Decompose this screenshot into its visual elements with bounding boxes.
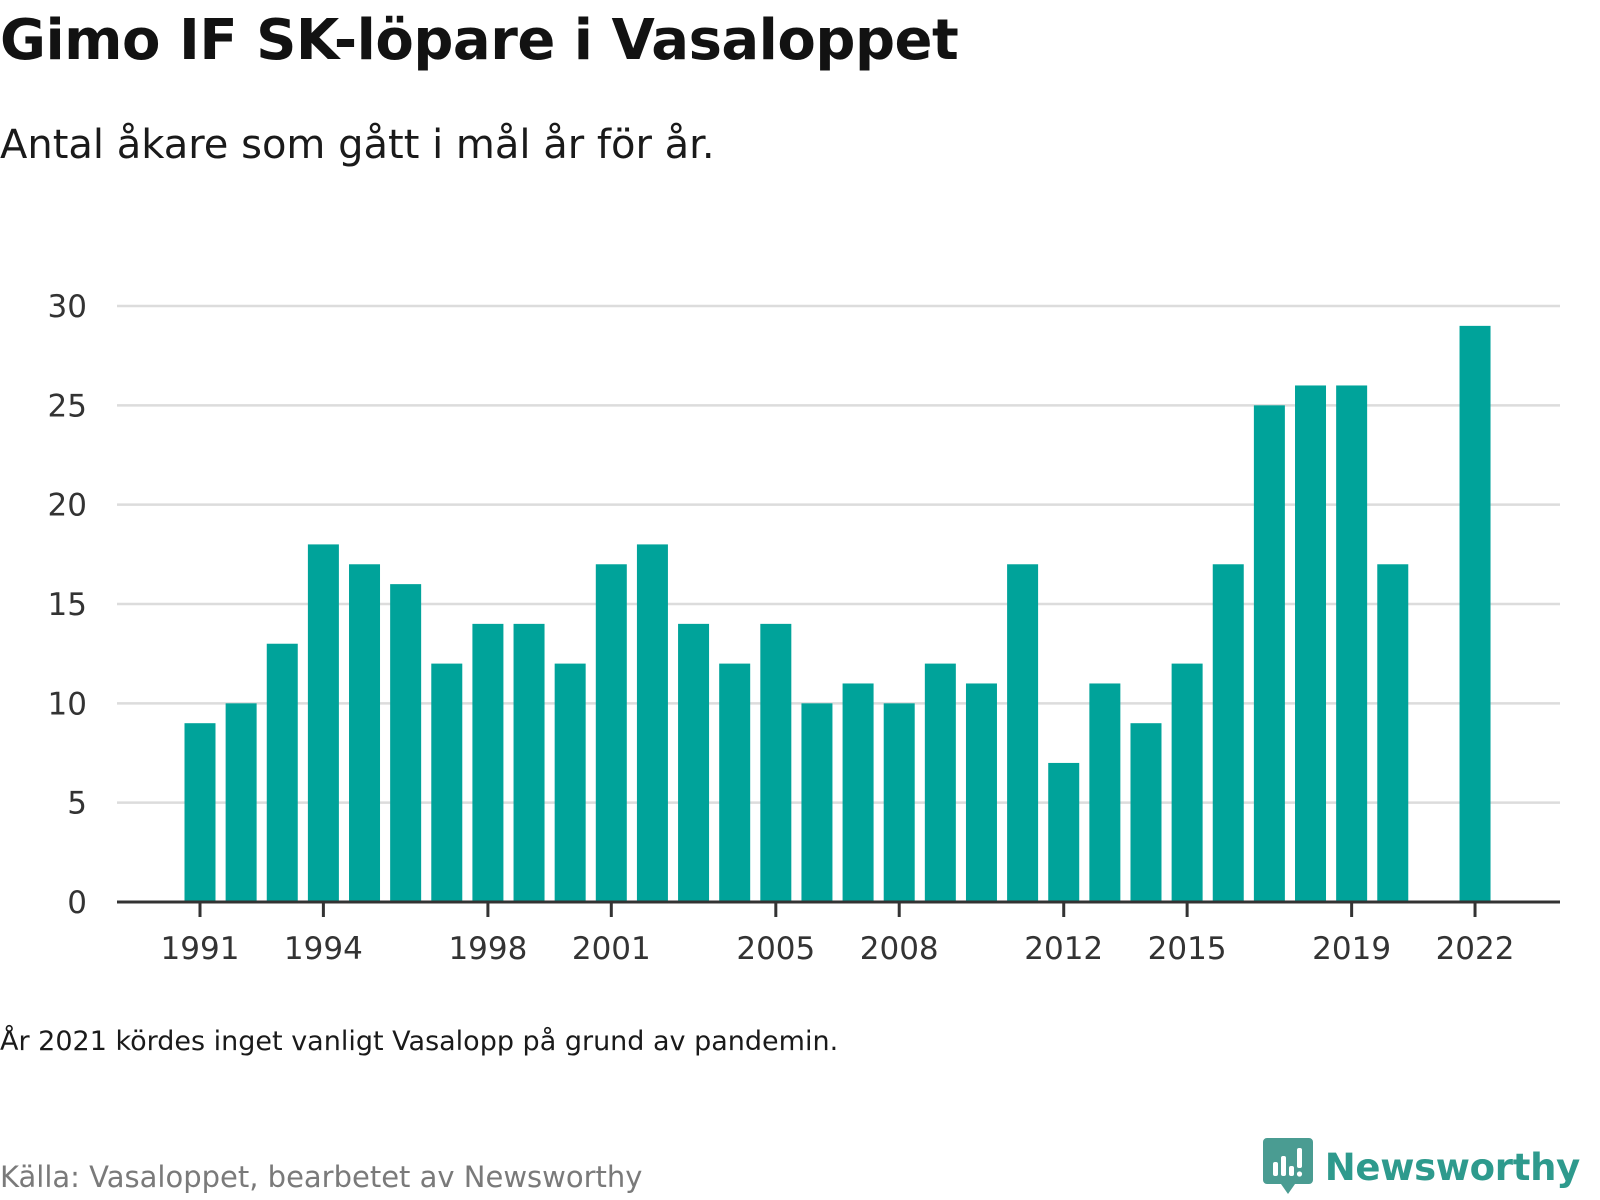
brand-logo: Newsworthy <box>1262 1138 1581 1196</box>
bar-2004 <box>719 663 751 902</box>
bar-2002 <box>636 544 668 902</box>
bar-1996 <box>390 584 422 902</box>
chart-title: Gimo IF SK-löpare i Vasaloppet <box>0 8 959 73</box>
x-tick-label: 2015 <box>1148 931 1227 960</box>
brand-name: Newsworthy <box>1324 1145 1581 1189</box>
x-tick-label: 1998 <box>448 931 527 960</box>
bar-2022 <box>1459 325 1491 902</box>
bar-2007 <box>842 683 874 902</box>
x-tick-label: 2008 <box>860 931 939 960</box>
footnote: År 2021 kördes inget vanligt Vasalopp på… <box>0 1026 839 1057</box>
x-tick-label: 2001 <box>572 931 651 960</box>
bar-chart: 0 5 10 15 20 25 30 1991 1994 1998 2001 2005 2008 201… <box>48 289 1560 960</box>
bar-2019 <box>1336 385 1368 902</box>
bar-1999 <box>513 623 545 902</box>
bar-2012 <box>1048 762 1080 902</box>
y-axis-ticks: 0 5 10 15 20 25 30 <box>48 289 87 921</box>
bar-1992 <box>225 703 257 902</box>
y-tick-label: 20 <box>48 488 87 524</box>
y-tick-label: 10 <box>48 686 87 722</box>
x-tick-label: 2019 <box>1312 931 1391 960</box>
bar-2000 <box>554 663 586 902</box>
bar-chart-speech-bubble-icon <box>1262 1138 1313 1194</box>
bar-2015 <box>1171 663 1203 902</box>
bar-2010 <box>965 683 997 902</box>
source-note: Källa: Vasaloppet, bearbetet av Newswort… <box>0 1160 643 1194</box>
bar-2011 <box>1007 564 1039 902</box>
bar-1997 <box>431 663 463 902</box>
bar-2003 <box>678 623 710 902</box>
bar-2020 <box>1377 564 1409 902</box>
bar-2013 <box>1089 683 1121 902</box>
bars <box>184 325 1491 902</box>
bar-2006 <box>801 703 833 902</box>
bar-1998 <box>472 623 504 902</box>
x-tick-label: 2012 <box>1024 931 1103 960</box>
bar-2016 <box>1212 564 1244 902</box>
bar-2001 <box>595 564 627 902</box>
x-tick-label: 1994 <box>284 931 363 960</box>
x-tick-label: 2022 <box>1436 931 1515 960</box>
y-tick-label: 0 <box>67 885 87 921</box>
x-tick-label: 2005 <box>736 931 815 960</box>
x-axis-ticks: 1991 1994 1998 2001 2005 2008 2012 2015 2019 2022 <box>161 902 1515 960</box>
chart-subtitle: Antal åkare som gått i mål år för år. <box>0 122 715 168</box>
bar-2017 <box>1253 405 1285 902</box>
bar-1995 <box>349 564 381 902</box>
y-tick-label: 15 <box>48 587 87 623</box>
y-tick-label: 5 <box>67 786 87 822</box>
bar-2005 <box>760 623 792 902</box>
bar-2014 <box>1130 723 1162 902</box>
bar-1991 <box>184 723 216 902</box>
bar-2009 <box>924 663 956 902</box>
y-tick-label: 25 <box>48 388 87 424</box>
x-tick-label: 1991 <box>161 931 240 960</box>
bar-2008 <box>883 703 915 902</box>
y-tick-label: 30 <box>48 289 87 325</box>
bar-2018 <box>1295 385 1327 902</box>
bar-1993 <box>266 643 298 902</box>
bar-1994 <box>307 544 339 902</box>
